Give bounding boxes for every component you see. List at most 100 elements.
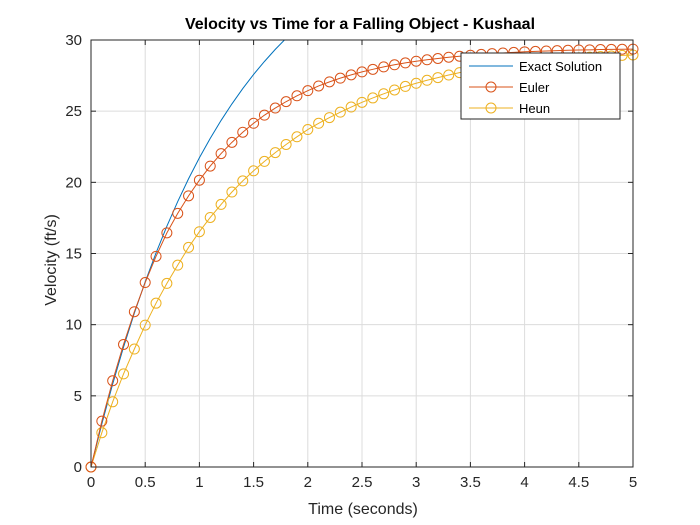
data-point-heun: [237, 175, 249, 187]
data-point-euler: [96, 415, 108, 427]
data-point-euler: [302, 85, 314, 97]
data-point-heun: [107, 396, 119, 408]
data-point-euler: [280, 96, 292, 108]
x-tick-label: 1.5: [243, 474, 264, 491]
data-point-heun: [128, 343, 140, 355]
data-point-euler: [323, 76, 335, 88]
data-point-heun: [204, 211, 216, 223]
y-tick-label: 5: [74, 388, 82, 405]
data-point-heun: [378, 88, 390, 100]
legend[interactable]: Exact Solution Euler Heun: [460, 52, 621, 120]
data-point-euler: [193, 174, 205, 186]
data-point-heun: [226, 186, 238, 198]
data-point-euler: [432, 53, 444, 65]
data-point-euler: [443, 51, 455, 63]
data-point-euler: [183, 190, 195, 202]
data-point-euler: [616, 43, 628, 55]
data-point-euler: [313, 80, 325, 92]
data-point-euler: [345, 69, 357, 81]
y-tick-label: 25: [65, 103, 82, 120]
legend-swatch-marker: [485, 81, 497, 93]
data-point-heun: [280, 138, 292, 150]
data-point-euler: [410, 55, 422, 67]
x-tick-label: 4: [520, 474, 528, 491]
y-tick-label: 0: [74, 459, 82, 476]
data-point-euler: [204, 160, 216, 172]
data-point-heun: [410, 77, 422, 89]
series-exact-solution: [91, 40, 286, 467]
data-point-euler: [399, 57, 411, 69]
data-point-euler: [269, 102, 281, 114]
data-point-euler: [128, 306, 140, 318]
x-tick-label: 4.5: [568, 474, 589, 491]
data-point-heun: [183, 241, 195, 253]
data-point-euler: [139, 277, 151, 289]
x-tick-label: 3.5: [460, 474, 481, 491]
data-point-heun: [313, 117, 325, 129]
series-line-euler: [91, 48, 633, 467]
x-tick-label: 0.5: [135, 474, 156, 491]
data-point-euler: [248, 117, 260, 129]
data-point-heun: [302, 124, 314, 136]
x-tick-label: 3: [412, 474, 420, 491]
data-point-heun: [367, 92, 379, 104]
y-tick-label: 10: [65, 317, 82, 334]
data-point-heun: [345, 101, 357, 113]
y-axis-title: Velocity (ft/s): [43, 214, 60, 306]
data-point-heun: [389, 84, 401, 96]
data-point-euler: [118, 338, 130, 350]
data-point-heun: [193, 226, 205, 238]
data-point-heun: [139, 319, 151, 331]
legend-item-exact-solution[interactable]: Exact Solution: [469, 59, 602, 74]
data-point-euler: [161, 227, 173, 239]
x-tick-label: 2.5: [352, 474, 373, 491]
x-tick-label: 1: [195, 474, 203, 491]
x-axis-title: Time (seconds): [308, 501, 418, 518]
legend-label: Exact Solution: [519, 59, 602, 74]
data-point-euler: [258, 109, 270, 121]
y-tick-label: 20: [65, 174, 82, 191]
legend-label: Euler: [519, 80, 550, 95]
data-point-euler: [237, 126, 249, 138]
legend-item-euler[interactable]: Euler: [469, 80, 550, 95]
data-point-heun: [96, 427, 108, 439]
data-point-heun: [443, 69, 455, 81]
x-tick-label: 0: [87, 474, 95, 491]
data-point-heun: [215, 198, 227, 210]
y-tick-label: 30: [65, 32, 82, 49]
data-point-euler: [367, 63, 379, 75]
data-point-euler: [215, 148, 227, 160]
data-point-heun: [258, 155, 270, 167]
data-point-euler: [150, 250, 162, 262]
data-point-euler: [334, 72, 346, 84]
data-point-euler: [378, 61, 390, 73]
data-point-heun: [248, 165, 260, 177]
plot-frame: [90, 39, 634, 468]
data-point-heun: [118, 368, 130, 380]
data-point-heun: [161, 277, 173, 289]
legend-item-heun[interactable]: Heun: [469, 101, 550, 116]
data-point-heun: [356, 96, 368, 108]
y-tick-label: 15: [65, 246, 82, 263]
chart-title: Velocity vs Time for a Falling Object - …: [185, 16, 535, 33]
data-point-euler: [107, 375, 119, 387]
x-tick-label: 2: [304, 474, 312, 491]
legend-swatch-marker: [485, 102, 497, 114]
data-point-heun: [399, 80, 411, 92]
data-point-euler: [226, 136, 238, 148]
series-line-exact-solution: [91, 40, 286, 467]
legend-label: Heun: [519, 101, 550, 116]
data-point-euler: [172, 207, 184, 219]
data-point-heun: [432, 72, 444, 84]
axes: 0 0.5 1 1.5 2 2.5 3 3.5 4 4.5 5 0 5 10 15 20 25 30: [65, 32, 637, 491]
data-point-heun: [334, 106, 346, 118]
data-point-heun: [291, 131, 303, 143]
data-point-euler: [389, 59, 401, 71]
data-point-heun: [421, 74, 433, 86]
data-point-heun: [150, 297, 162, 309]
data-point-heun: [323, 112, 335, 124]
x-tick-label: 5: [629, 474, 637, 491]
data-point-euler: [421, 54, 433, 66]
data-point-euler: [291, 90, 303, 102]
